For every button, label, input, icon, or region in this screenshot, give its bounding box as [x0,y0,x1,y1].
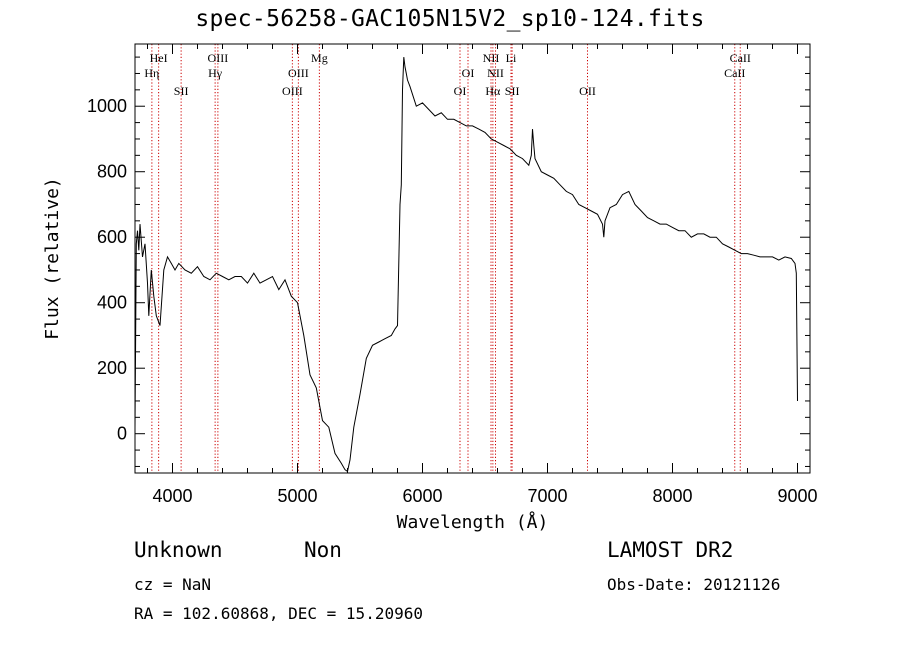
x-tick-label: 8000 [652,486,692,506]
spectral-line-label: CaII [730,51,751,65]
plot-frame [134,43,811,474]
y-tick-label: 800 [97,162,127,182]
spectral-line-label: Hη [144,66,159,80]
y-tick-label: 0 [117,424,127,444]
spectral-line-label: OI [454,84,467,98]
spectral-line-label: OI [462,66,475,80]
y-tick-label: 1000 [87,96,127,116]
spectral-line-label: HeI [150,51,168,65]
spectral-line-label: NII [487,66,504,80]
chart-title: spec-56258-GAC105N15V2_sp10-124.fits [195,6,705,32]
spectral-line-label: CaII [724,66,745,80]
x-tick-label: 4000 [152,486,192,506]
x-tick-label: 6000 [402,486,442,506]
x-axis-label: Wavelength (Å) [397,511,549,533]
spectral-line-label: NII [483,51,500,65]
x-tick-label: 9000 [777,486,817,506]
spectral-line-label: SII [174,84,189,98]
object-subclass-label: Non [304,538,342,562]
spectral-line-label: OIII [208,51,229,65]
y-tick-label: 200 [97,358,127,378]
x-tick-label: 5000 [277,486,317,506]
obs-date-label: Obs-Date: 20121126 [607,575,781,594]
spectral-line-label: Li [506,51,517,65]
spectral-line-label: SII [505,84,520,98]
redshift-label: cz = NaN [134,575,212,594]
x-tick-label: 7000 [527,486,567,506]
object-class-label: Unknown [134,538,223,562]
survey-label: LAMOST DR2 [607,538,734,562]
spectrum-line [134,57,798,473]
spectral-line-label: Hγ [208,66,223,80]
coordinates-label: RA = 102.60868, DEC = 15.20960 [134,604,423,623]
spectral-line-label: Hα [485,84,501,98]
spectral-line-label: OIII [288,66,309,80]
spectral-line-label: Mg [311,51,328,65]
spectral-line-label: OIII [282,84,303,98]
y-axis-label: Flux (relative) [42,177,63,340]
spectral-line-label: OII [579,84,596,98]
y-tick-label: 400 [97,293,127,313]
y-tick-label: 600 [97,227,127,247]
